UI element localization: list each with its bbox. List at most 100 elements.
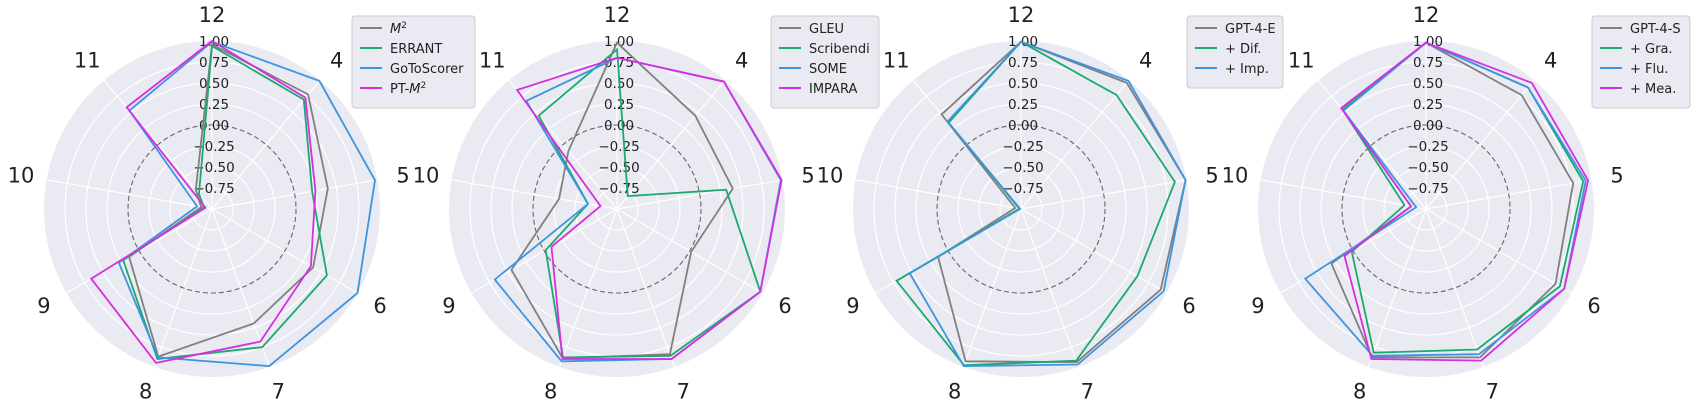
radial-tick-label: −0.50 (193, 160, 234, 176)
radial-tick-label: −0.75 (1407, 181, 1448, 197)
series-line-4 (89, 39, 317, 364)
category-label: 11 (479, 48, 506, 72)
category-label: 9 (1251, 294, 1264, 318)
zero-reference-ring (532, 124, 702, 294)
radial-tick-label: 0.50 (199, 76, 229, 92)
category-label: 4 (1544, 48, 1557, 72)
radial-tick-label: −0.75 (193, 181, 234, 197)
category-label: 4 (735, 48, 748, 72)
legend-label: Scribendi (809, 42, 870, 57)
grid-spoke (1260, 179, 1427, 210)
radial-tick-label: 1.00 (604, 34, 634, 50)
grid-spoke (1020, 79, 1130, 210)
radial-tick-label: 0.25 (199, 97, 229, 113)
category-label: 10 (413, 163, 440, 187)
radial-tick-label: −0.25 (1002, 139, 1043, 155)
series-line-4 (1339, 41, 1590, 362)
category-label: 12 (1008, 3, 1035, 27)
category-label: 9 (37, 294, 50, 318)
legend: M2 ERRANT GoToScorer PT-M2 (351, 15, 476, 109)
radar-panel-1: 1.000.750.500.250.00−0.25−0.50−0.7512456… (8, 3, 476, 403)
radial-tick-label: 0.50 (1413, 76, 1443, 92)
legend: GLEU Scribendi SOME IMPARA (770, 15, 880, 109)
radial-tick-label: −0.25 (598, 139, 639, 155)
radial-tick-label: 0.00 (1008, 118, 1038, 134)
series-line-3 (908, 40, 1187, 368)
radar-panel-4: 1.000.750.500.250.00−0.25−0.50−0.7512456… (1222, 3, 1691, 403)
radial-tick-label: 0.75 (1413, 55, 1443, 71)
category-label: 5 (1610, 163, 1623, 187)
category-label: 10 (817, 163, 844, 187)
grid-spoke (1425, 79, 1535, 210)
category-label: 5 (396, 163, 409, 187)
series-line-2 (1341, 41, 1585, 354)
grid-spoke (855, 179, 1022, 210)
zero-reference-ring (936, 124, 1106, 294)
radial-tick-label: −0.50 (1407, 160, 1448, 176)
legend-label: + Mea. (1630, 82, 1676, 97)
radar-panel-3: 1.000.750.500.250.00−0.25−0.50−0.7512456… (817, 3, 1284, 403)
radial-tick-label: 0.00 (1413, 118, 1443, 134)
grid-spoke (1020, 208, 1080, 368)
category-label: 8 (948, 379, 961, 403)
category-label: 4 (1139, 48, 1152, 72)
category-label: 6 (1587, 294, 1600, 318)
category-label: 8 (139, 379, 152, 403)
legend-label: GoToScorer (390, 62, 464, 77)
category-label: 5 (801, 163, 814, 187)
legend-label: + Imp. (1225, 62, 1269, 77)
category-label: 12 (1413, 3, 1440, 27)
grid-spoke (616, 208, 676, 368)
radial-tick-label: 0.25 (604, 97, 634, 113)
series-line-4 (515, 56, 783, 360)
zero-reference-ring (1341, 124, 1511, 294)
legend-box (1186, 15, 1284, 89)
series-line-1 (937, 40, 1187, 364)
radial-tick-label: 0.50 (1008, 76, 1038, 92)
category-label: 8 (544, 379, 557, 403)
legend-label: M2 (390, 21, 407, 37)
grid-spoke (211, 208, 271, 368)
legend: GPT-4-E + Dif. + Imp. (1186, 15, 1284, 89)
legend-label: IMPARA (809, 82, 857, 97)
category-label: 7 (677, 379, 690, 403)
category-label: 4 (330, 48, 343, 72)
category-label: 11 (883, 48, 910, 72)
radial-tick-label: −0.50 (598, 160, 639, 176)
legend-label: + Flu. (1630, 62, 1669, 77)
category-label: 7 (272, 379, 285, 403)
category-label: 11 (74, 48, 101, 72)
category-label: 5 (1205, 163, 1218, 187)
radial-tick-label: 0.25 (1413, 97, 1443, 113)
category-label: 6 (373, 294, 386, 318)
category-label: 8 (1353, 379, 1366, 403)
radial-tick-label: −0.75 (1002, 181, 1043, 197)
legend: GPT-4-S + Gra. + Flu. + Mea. (1591, 15, 1691, 109)
legend-label: GPT-4-S (1630, 22, 1681, 37)
series-line-2 (537, 47, 762, 359)
series-line-3 (1303, 41, 1587, 357)
category-label: 7 (1486, 379, 1499, 403)
legend-label: GLEU (809, 22, 844, 37)
legend-label: GPT-4-E (1225, 22, 1276, 37)
radar-panel-2: 1.000.750.500.250.00−0.25−0.50−0.7512456… (413, 3, 880, 403)
legend-label: + Gra. (1630, 42, 1673, 57)
radial-tick-label: 0.25 (1008, 97, 1038, 113)
legend-box (1591, 15, 1691, 109)
category-label: 6 (778, 294, 791, 318)
radial-tick-label: 0.75 (199, 55, 229, 71)
legend-label: ERRANT (390, 42, 442, 57)
category-label: 12 (199, 3, 226, 27)
category-label: 11 (1288, 48, 1315, 72)
category-label: 7 (1081, 379, 1094, 403)
legend-label: SOME (809, 62, 847, 77)
category-label: 10 (8, 163, 35, 187)
legend-box (770, 15, 880, 109)
legend-label: PT-M2 (390, 81, 426, 97)
series-line-3 (117, 40, 376, 368)
radial-tick-label: −0.25 (1407, 139, 1448, 155)
grid-spoke (211, 79, 321, 210)
category-label: 9 (846, 294, 859, 318)
legend-box (351, 15, 476, 109)
